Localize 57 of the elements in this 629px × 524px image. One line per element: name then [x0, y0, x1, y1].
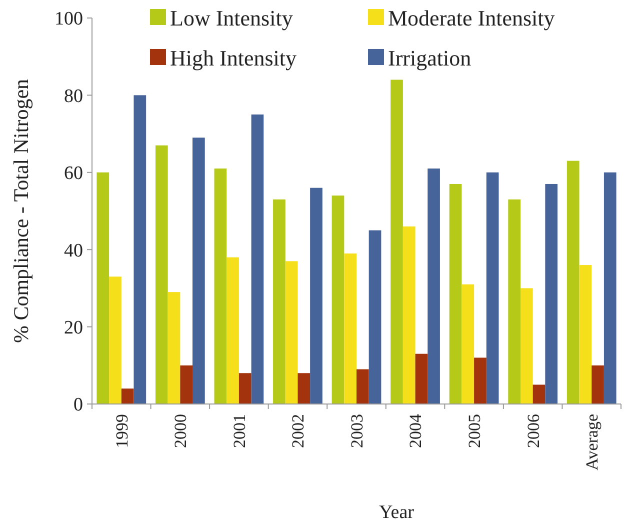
bar — [192, 138, 205, 404]
x-tick-label: 2005 — [465, 414, 484, 448]
bar — [134, 95, 146, 404]
bar — [415, 354, 428, 404]
bar — [566, 160, 580, 404]
bar — [356, 369, 369, 404]
bar — [344, 253, 356, 404]
bar — [332, 196, 344, 404]
bar — [462, 284, 474, 404]
bar — [109, 276, 122, 404]
bar — [226, 257, 239, 404]
bar — [428, 168, 440, 404]
bar — [310, 188, 322, 404]
y-tick-label: 0 — [74, 394, 83, 416]
bar — [273, 199, 286, 404]
bar — [592, 365, 604, 404]
legend-label: Low Intensity — [170, 6, 293, 31]
bar — [486, 172, 499, 404]
bar — [168, 292, 180, 404]
legend-label: High Intensity — [170, 46, 296, 71]
bar — [508, 199, 520, 404]
legend-label: Moderate Intensity — [388, 6, 555, 31]
bar — [180, 365, 193, 404]
bar — [251, 114, 264, 404]
bar — [238, 373, 252, 404]
bar — [214, 168, 227, 404]
bar — [532, 384, 546, 404]
legend-label: Irrigation — [388, 46, 472, 71]
x-tick-label: 2003 — [347, 414, 366, 448]
x-tick-label: 2006 — [524, 414, 543, 448]
y-axis-title: % Compliance - Total Nitrogen — [9, 78, 33, 344]
bar — [390, 80, 403, 404]
y-tick-label: 40 — [64, 240, 83, 262]
x-tick-label: 2000 — [171, 414, 190, 448]
bar — [402, 226, 416, 404]
bar — [121, 388, 134, 404]
bar — [298, 373, 310, 404]
y-tick-label: 20 — [64, 317, 83, 338]
y-tick-label: 100 — [54, 8, 83, 30]
bar — [520, 288, 533, 404]
bar — [155, 145, 168, 404]
bar — [96, 172, 110, 404]
x-tick-label: 1999 — [112, 414, 132, 448]
x-axis-title: Year — [378, 502, 415, 523]
y-tick-label: 60 — [64, 163, 83, 184]
x-tick-label: 2002 — [288, 414, 308, 448]
bar — [545, 184, 558, 404]
y-tick-label: 80 — [64, 86, 83, 107]
bar — [604, 172, 616, 404]
x-tick-label: Average — [582, 414, 602, 470]
bar — [368, 230, 382, 404]
bar — [474, 358, 486, 404]
bar — [285, 261, 298, 404]
x-tick-label: 2004 — [406, 414, 426, 448]
x-tick-label: 2001 — [230, 414, 249, 448]
bar — [579, 265, 592, 404]
bar — [449, 184, 462, 404]
